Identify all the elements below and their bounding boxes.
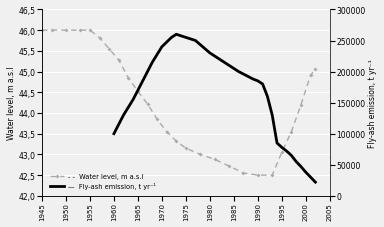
Legend: - -  Water level, m a.s.l, —  Fly-ash emission, t yr⁻¹: - - Water level, m a.s.l, — Fly-ash emis… — [48, 172, 157, 191]
Y-axis label: Water level, m a.s.l: Water level, m a.s.l — [7, 67, 16, 140]
Y-axis label: Fly-ash emission, t yr⁻¹: Fly-ash emission, t yr⁻¹ — [368, 59, 377, 147]
